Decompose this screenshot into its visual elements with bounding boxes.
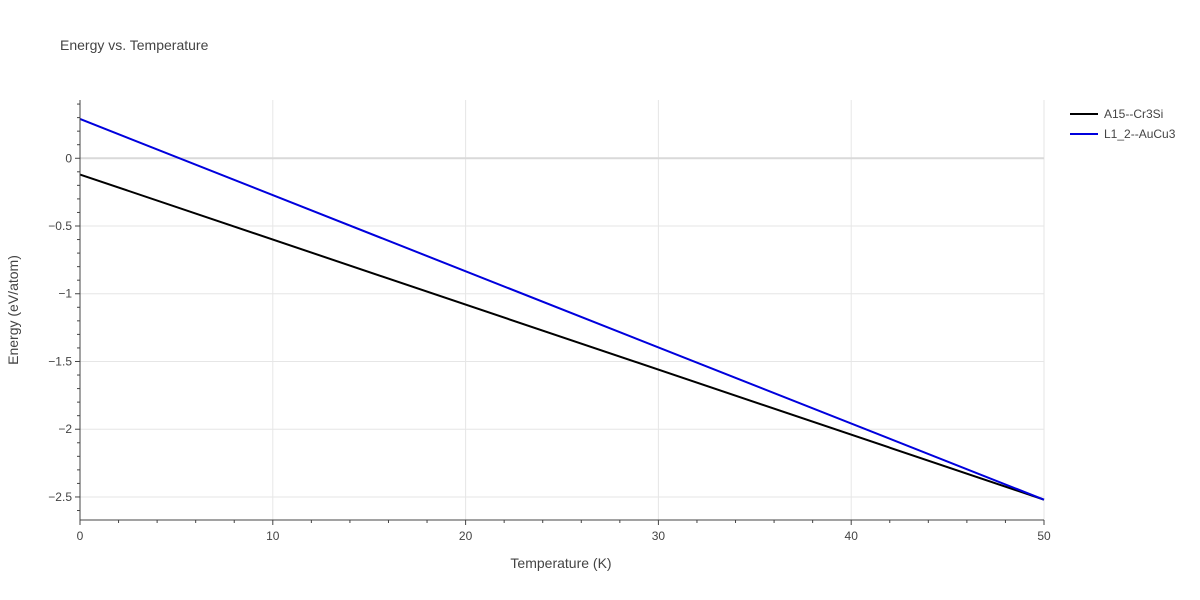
x-axis-label: Temperature (K) <box>510 555 611 571</box>
legend-label-1: L1_2--AuCu3 <box>1104 127 1176 141</box>
legend-item-1[interactable]: L1_2--AuCu3 <box>1070 127 1176 141</box>
y-tick-label-5: −2.5 <box>48 490 72 504</box>
y-tick-labels: 0 −0.5 −1 −1.5 −2 −2.5 <box>48 151 72 504</box>
x-tick-label-4: 40 <box>845 529 859 543</box>
legend[interactable]: A15--Cr3Si L1_2--AuCu3 <box>1070 107 1176 141</box>
grid <box>80 100 1045 520</box>
x-tick-label-0: 0 <box>77 529 84 543</box>
x-tick-label-2: 20 <box>459 529 473 543</box>
x-tick-label-3: 30 <box>652 529 666 543</box>
series-line-1 <box>79 118 1045 501</box>
series-line-0 <box>79 173 1045 501</box>
y-axis-label: Energy (eV/atom) <box>5 255 21 365</box>
legend-item-0[interactable]: A15--Cr3Si <box>1070 107 1163 121</box>
x-tick-labels: 0 10 20 30 40 50 <box>77 529 1051 543</box>
chart-title: Energy vs. Temperature <box>60 37 209 53</box>
y-tick-label-4: −2 <box>58 422 72 436</box>
x-tick-label-5: 50 <box>1037 529 1051 543</box>
legend-label-0: A15--Cr3Si <box>1104 107 1163 121</box>
axes <box>75 100 1045 525</box>
y-tick-label-0: 0 <box>65 151 72 165</box>
series-group <box>79 118 1045 501</box>
y-tick-label-2: −1 <box>58 287 72 301</box>
y-tick-label-3: −1.5 <box>48 354 72 368</box>
x-tick-label-1: 10 <box>266 529 280 543</box>
y-tick-label-1: −0.5 <box>48 219 72 233</box>
